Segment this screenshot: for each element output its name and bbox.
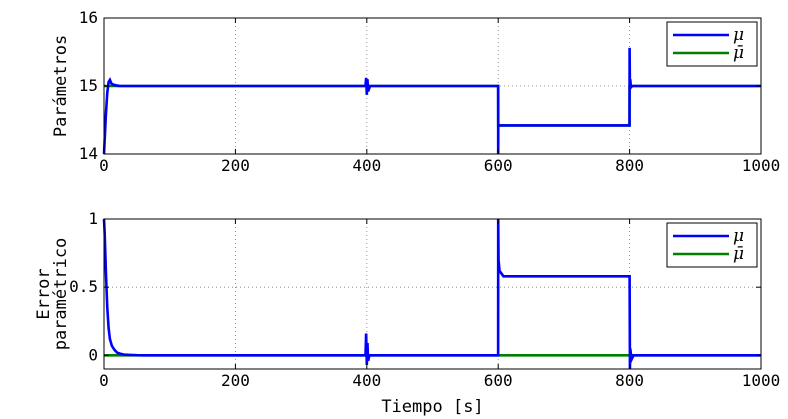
y-tick-label: 15: [79, 76, 98, 95]
legend: μμ̄: [666, 21, 758, 67]
x-tick-label: 800: [615, 371, 644, 390]
legend-label-mu: μ: [733, 25, 744, 45]
legend-box: [666, 21, 758, 67]
series-line-mu: [102, 47, 761, 155]
legend-box: [666, 222, 758, 268]
x-tick-label: 400: [352, 371, 381, 390]
x-tick-label: 0: [99, 371, 109, 390]
y-tick-label: 0: [88, 345, 98, 364]
plot-parametros: 0 200 400 600 800 1000 14 15 16 Parámetros μμ̄: [51, 8, 780, 175]
legend-label-mu-bar: μ̄: [733, 43, 744, 63]
series-line-mu: [102, 218, 761, 370]
x-tick-label: 0: [99, 156, 109, 175]
legend-label-mu-bar: μ̄: [733, 244, 744, 264]
y-tick-label: 14: [79, 144, 98, 163]
x-tick-label: 1000: [742, 156, 781, 175]
y-tick-label: 1: [88, 209, 98, 228]
x-tick-label: 600: [484, 156, 513, 175]
y-axis-label: Errorparamétrico: [34, 238, 71, 351]
plot-area: [104, 219, 761, 369]
x-tick-label: 600: [484, 371, 513, 390]
x-tick-label: 200: [221, 371, 250, 390]
axes-frame: [103, 218, 762, 370]
legend: μμ̄: [666, 222, 758, 268]
y-axis-label: Parámetros: [51, 35, 71, 137]
x-tick-label: 1000: [742, 371, 781, 390]
y-tick-label: 0.5: [69, 277, 98, 296]
legend-label-mu: μ: [733, 226, 744, 246]
x-tick-label: 400: [352, 156, 381, 175]
plot-error-parametrico: 0 200 400 600 800 1000 0 0.5 1 Errorparamétrico Ti…: [34, 209, 780, 417]
x-tick-label: 800: [615, 156, 644, 175]
y-tick-label: 16: [79, 8, 98, 27]
x-tick-label: 200: [221, 156, 250, 175]
x-axis-label: Tiempo [s]: [381, 397, 483, 417]
